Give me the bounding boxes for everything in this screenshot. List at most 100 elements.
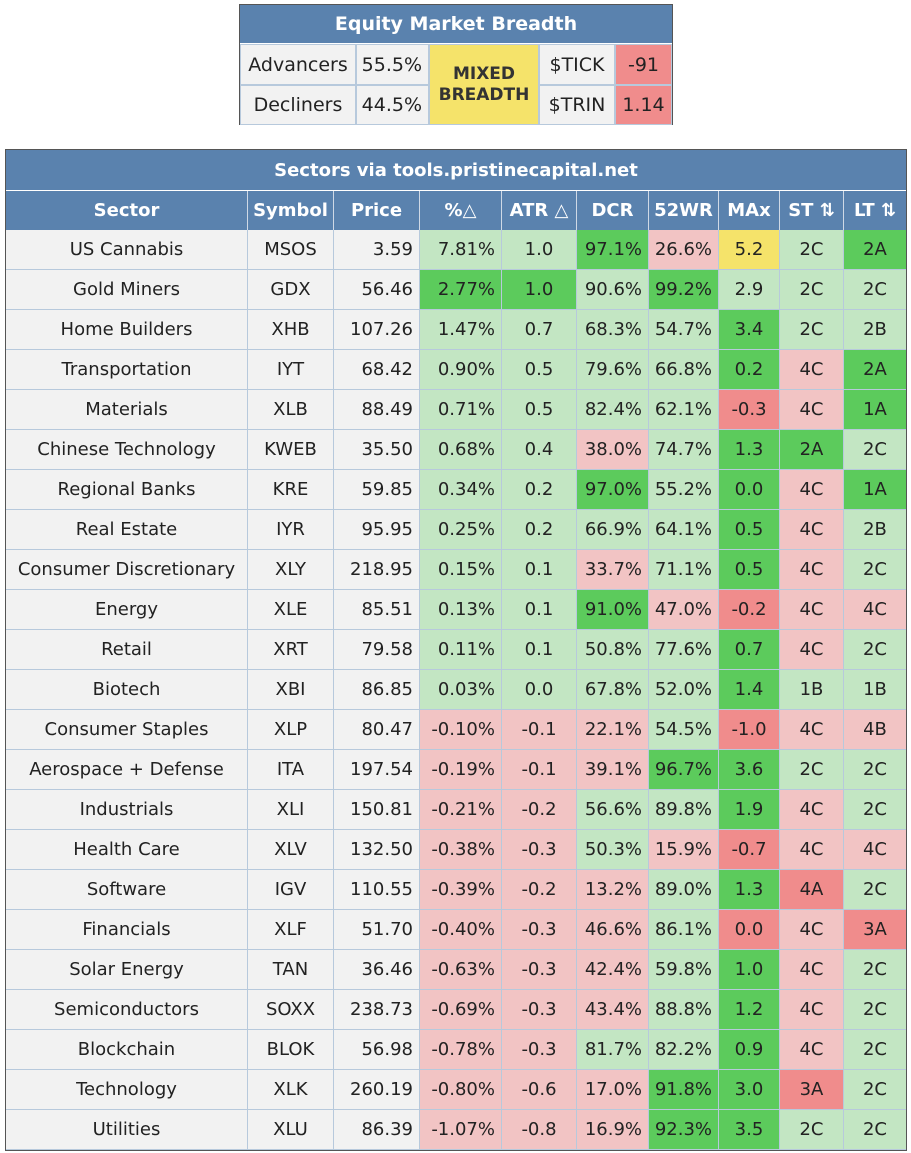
cell-price: 85.51 bbox=[334, 590, 420, 630]
cell-dcr: 42.4% bbox=[577, 950, 649, 990]
cell-pct-change: 0.03% bbox=[420, 670, 502, 710]
cell-52wr: 96.7% bbox=[649, 750, 719, 790]
cell-price: 110.55 bbox=[334, 870, 420, 910]
tick-label: $TICK bbox=[539, 44, 615, 85]
cell-st: 4C bbox=[780, 830, 844, 870]
cell-dcr: 68.3% bbox=[577, 310, 649, 350]
cell-atr-change: -0.3 bbox=[502, 950, 577, 990]
cell-atr-change: -0.3 bbox=[502, 1030, 577, 1070]
cell-lt: 2A bbox=[844, 350, 906, 390]
cell-sector: Home Builders bbox=[6, 310, 248, 350]
cell-price: 86.39 bbox=[334, 1110, 420, 1150]
cell-price: 51.70 bbox=[334, 910, 420, 950]
cell-lt: 2C bbox=[844, 630, 906, 670]
table-row: Regional Banks KRE 59.85 0.34% 0.2 97.0% 55.2%… bbox=[6, 470, 906, 510]
cell-dcr: 91.0% bbox=[577, 590, 649, 630]
cell-st: 1B bbox=[780, 670, 844, 710]
header-max[interactable]: MAx bbox=[719, 191, 780, 230]
header-pct-change[interactable]: %△ bbox=[420, 191, 502, 230]
cell-st: 2C bbox=[780, 750, 844, 790]
cell-pct-change: 0.25% bbox=[420, 510, 502, 550]
header-atr-change[interactable]: ATR △ bbox=[502, 191, 577, 230]
cell-symbol: ITA bbox=[248, 750, 334, 790]
cell-st: 4C bbox=[780, 710, 844, 750]
cell-st: 4C bbox=[780, 590, 844, 630]
cell-price: 56.46 bbox=[334, 270, 420, 310]
cell-pct-change: 0.34% bbox=[420, 470, 502, 510]
cell-lt: 1B bbox=[844, 670, 906, 710]
cell-st: 4A bbox=[780, 870, 844, 910]
cell-atr-change: -0.3 bbox=[502, 830, 577, 870]
cell-symbol: TAN bbox=[248, 950, 334, 990]
cell-symbol: SOXX bbox=[248, 990, 334, 1030]
header-52wr[interactable]: 52WR bbox=[649, 191, 719, 230]
header-price[interactable]: Price bbox=[334, 191, 420, 230]
cell-lt: 2C bbox=[844, 750, 906, 790]
cell-52wr: 71.1% bbox=[649, 550, 719, 590]
header-symbol[interactable]: Symbol bbox=[248, 191, 334, 230]
cell-atr-change: 0.0 bbox=[502, 670, 577, 710]
table-row: Aerospace + Defense ITA 197.54 -0.19% -0.1 39… bbox=[6, 750, 906, 790]
cell-52wr: 15.9% bbox=[649, 830, 719, 870]
cell-pct-change: -0.21% bbox=[420, 790, 502, 830]
cell-sector: Semiconductors bbox=[6, 990, 248, 1030]
cell-pct-change: -1.07% bbox=[420, 1110, 502, 1150]
cell-symbol: GDX bbox=[248, 270, 334, 310]
cell-52wr: 52.0% bbox=[649, 670, 719, 710]
cell-sector: Real Estate bbox=[6, 510, 248, 550]
cell-price: 3.59 bbox=[334, 230, 420, 270]
cell-max: 5.2 bbox=[719, 230, 780, 270]
cell-price: 88.49 bbox=[334, 390, 420, 430]
cell-max: 1.4 bbox=[719, 670, 780, 710]
cell-sector: Gold Miners bbox=[6, 270, 248, 310]
cell-sector: Materials bbox=[6, 390, 248, 430]
cell-dcr: 82.4% bbox=[577, 390, 649, 430]
cell-dcr: 43.4% bbox=[577, 990, 649, 1030]
header-st[interactable]: ST ⇅ bbox=[780, 191, 844, 230]
cell-symbol: XLI bbox=[248, 790, 334, 830]
cell-max: 3.4 bbox=[719, 310, 780, 350]
advancers-value: 55.5% bbox=[356, 44, 429, 85]
trin-label: $TRIN bbox=[539, 85, 615, 125]
cell-lt: 2C bbox=[844, 1030, 906, 1070]
decliners-value: 44.5% bbox=[356, 85, 429, 125]
cell-sector: Utilities bbox=[6, 1110, 248, 1150]
cell-lt: 4B bbox=[844, 710, 906, 750]
cell-52wr: 89.8% bbox=[649, 790, 719, 830]
cell-sector: Retail bbox=[6, 630, 248, 670]
table-row: Energy XLE 85.51 0.13% 0.1 91.0% 47.0% -0.2 4C 4C bbox=[6, 590, 906, 630]
cell-lt: 1A bbox=[844, 470, 906, 510]
header-sector[interactable]: Sector bbox=[6, 191, 248, 230]
cell-pct-change: -0.38% bbox=[420, 830, 502, 870]
cell-atr-change: 0.1 bbox=[502, 630, 577, 670]
cell-sector: Biotech bbox=[6, 670, 248, 710]
cell-52wr: 77.6% bbox=[649, 630, 719, 670]
cell-st: 2C bbox=[780, 1110, 844, 1150]
cell-lt: 2C bbox=[844, 1110, 906, 1150]
cell-symbol: XLF bbox=[248, 910, 334, 950]
header-dcr[interactable]: DCR bbox=[577, 191, 649, 230]
breadth-status-badge: MIXED BREADTH bbox=[429, 44, 539, 125]
cell-pct-change: 0.15% bbox=[420, 550, 502, 590]
cell-dcr: 97.1% bbox=[577, 230, 649, 270]
cell-max: 0.5 bbox=[719, 550, 780, 590]
cell-52wr: 91.8% bbox=[649, 1070, 719, 1110]
cell-atr-change: 0.5 bbox=[502, 350, 577, 390]
cell-st: 4C bbox=[780, 990, 844, 1030]
cell-st: 4C bbox=[780, 350, 844, 390]
cell-st: 2C bbox=[780, 230, 844, 270]
cell-dcr: 79.6% bbox=[577, 350, 649, 390]
cell-max: 0.2 bbox=[719, 350, 780, 390]
cell-sector: Software bbox=[6, 870, 248, 910]
cell-st: 2A bbox=[780, 430, 844, 470]
cell-price: 238.73 bbox=[334, 990, 420, 1030]
cell-max: 1.2 bbox=[719, 990, 780, 1030]
cell-symbol: MSOS bbox=[248, 230, 334, 270]
header-lt[interactable]: LT ⇅ bbox=[844, 191, 906, 230]
cell-st: 4C bbox=[780, 390, 844, 430]
cell-52wr: 92.3% bbox=[649, 1110, 719, 1150]
table-row: Utilities XLU 86.39 -1.07% -0.8 16.9% 92.3% 3.5… bbox=[6, 1110, 906, 1150]
cell-atr-change: 0.7 bbox=[502, 310, 577, 350]
cell-52wr: 55.2% bbox=[649, 470, 719, 510]
cell-sector: Technology bbox=[6, 1070, 248, 1110]
